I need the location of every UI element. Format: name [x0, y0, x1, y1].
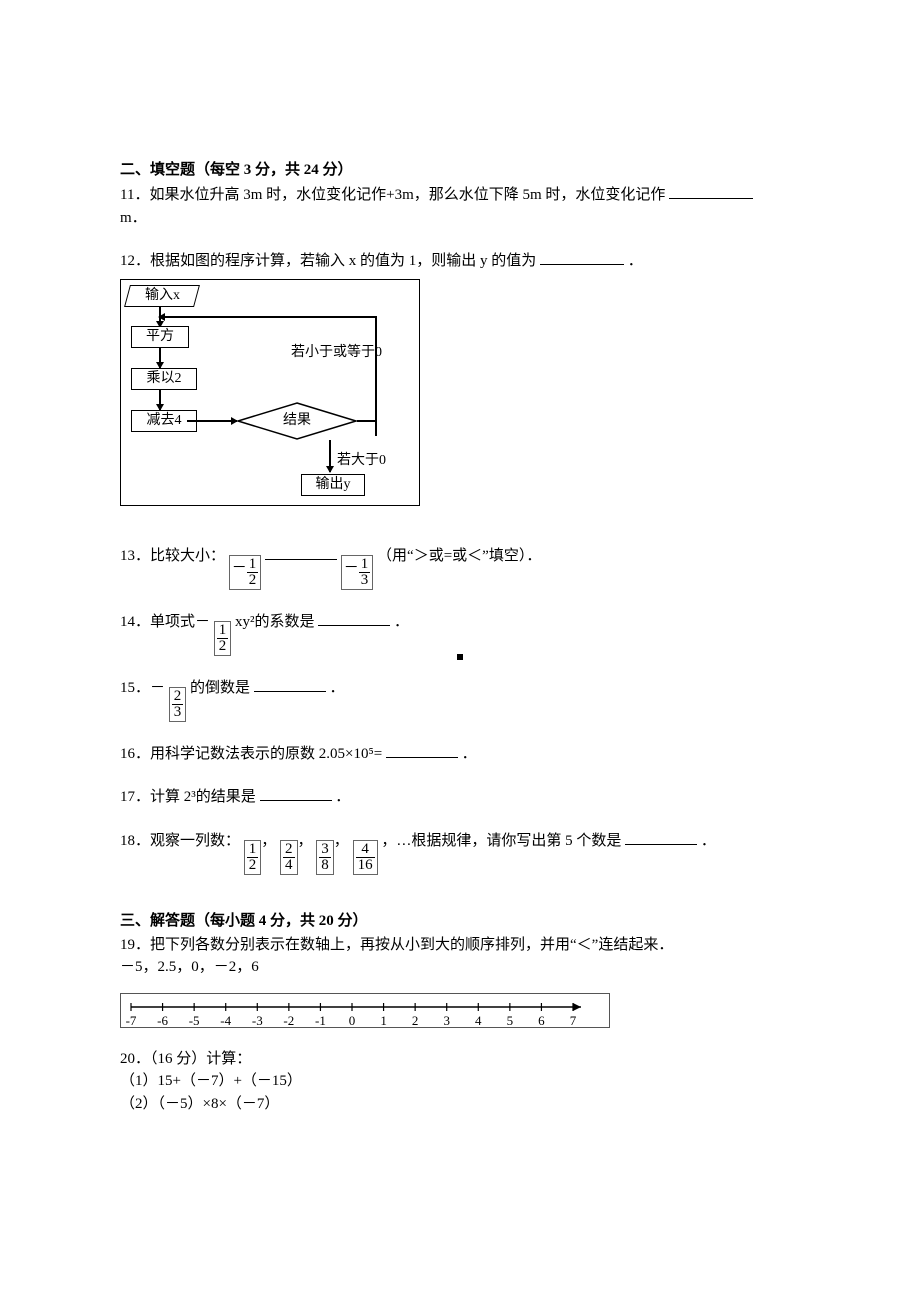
- q18-f2: 24: [280, 840, 298, 875]
- q13-blank[interactable]: [265, 544, 337, 560]
- section-2-title: 二、填空题（每空 3 分，共 24 分）: [120, 158, 800, 179]
- q13-tail: （用“＞或=或＜”填空）．: [377, 548, 541, 564]
- numberline-box: -7 -6 -5 -4 -3 -2 -1 0 1 2 3 4 5 6 7: [120, 993, 610, 1028]
- fc-input-box: 输入x: [124, 285, 200, 307]
- q18-blank[interactable]: [625, 829, 697, 845]
- svg-text:6: 6: [538, 1013, 545, 1027]
- q15-tail: ．: [330, 680, 345, 696]
- flowchart: 输入x 平方 乘以2 减去4 结果: [120, 279, 420, 506]
- q12-blank[interactable]: [540, 249, 624, 265]
- q20: 20．（16 分）计算： （1）15+（－7）+（－15） （2）（－5）×8×…: [120, 1048, 800, 1116]
- q11-text: 11．如果水位升高 3m 时，水位变化记作+3m，那么水位下降 5m 时，水位变…: [120, 187, 665, 203]
- exam-page: 二、填空题（每空 3 分，共 24 分） 11．如果水位升高 3m 时，水位变化…: [0, 0, 920, 1302]
- fc-cond-le: 若小于或等于0: [291, 342, 382, 363]
- fc-diamond-label: 结果: [237, 402, 357, 440]
- fc-input-label: 输入x: [145, 288, 180, 304]
- q17: 17．计算 2³的结果是 ．: [120, 785, 800, 809]
- fc-line-feedback-h: [159, 316, 377, 318]
- q19: 19．把下列各数分别表示在数轴上，再按从小到大的顺序排列，并用“＜”连结起来． …: [120, 934, 800, 1028]
- q13-lhs: －12: [229, 555, 262, 590]
- q19-line2: －5，2.5，0，－2，6: [120, 956, 800, 979]
- q17-blank[interactable]: [260, 785, 332, 801]
- q11-blank[interactable]: [669, 183, 753, 199]
- svg-text:2: 2: [412, 1013, 419, 1027]
- q16-tail: ．: [462, 746, 477, 762]
- svg-text:-1: -1: [315, 1013, 326, 1027]
- q15-lead: 15．－: [120, 680, 165, 696]
- q12: 12．根据如图的程序计算，若输入 x 的值为 1，则输出 y 的值为 ． 输入x…: [120, 249, 800, 506]
- fc-step2: 乘以2: [131, 368, 197, 390]
- fc-line-right: [357, 420, 377, 422]
- center-dot: [457, 654, 463, 660]
- q16: 16．用科学记数法表示的原数 2.05×10⁵= ．: [120, 742, 800, 766]
- numberline-svg: -7 -6 -5 -4 -3 -2 -1 0 1 2 3 4 5 6 7: [125, 997, 595, 1027]
- svg-text:7: 7: [570, 1013, 577, 1027]
- svg-text:3: 3: [443, 1013, 450, 1027]
- q16-text: 16．用科学记数法表示的原数 2.05×10⁵=: [120, 746, 382, 762]
- fc-line-2: [159, 390, 161, 410]
- q13-rhs: －13: [341, 555, 374, 590]
- q15-frac: 23: [169, 687, 187, 722]
- q16-blank[interactable]: [386, 742, 458, 758]
- fc-diamond: 结果: [237, 402, 357, 440]
- fc-arrow-feedback: [159, 316, 169, 318]
- q18-f3: 38: [316, 840, 334, 875]
- q12-text: 12．根据如图的程序计算，若输入 x 的值为 1，则输出 y 的值为: [120, 253, 536, 269]
- q20-head: 20．（16 分）计算：: [120, 1048, 800, 1071]
- fc-line-3: [187, 420, 237, 422]
- q20-a: （1）15+（－7）+（－15）: [120, 1070, 800, 1093]
- svg-text:4: 4: [475, 1013, 482, 1027]
- q18-f4: 416: [353, 840, 378, 875]
- fc-step1: 平方: [131, 326, 189, 348]
- q15-mid: 的倒数是: [190, 680, 250, 696]
- svg-text:5: 5: [507, 1013, 514, 1027]
- q13-lead: 13．比较大小：: [120, 548, 225, 564]
- q14-blank[interactable]: [318, 610, 390, 626]
- q17-text: 17．计算 2³的结果是: [120, 789, 256, 805]
- q14-lead: 14．单项式－: [120, 614, 210, 630]
- q17-tail: ．: [335, 789, 350, 805]
- svg-text:-4: -4: [220, 1013, 231, 1027]
- q19-line1: 19．把下列各数分别表示在数轴上，再按从小到大的顺序排列，并用“＜”连结起来．: [120, 934, 800, 957]
- q13: 13．比较大小： －12 －13 （用“＞或=或＜”填空）．: [120, 544, 800, 590]
- q14-poly: xy²的系数是: [235, 614, 315, 630]
- fc-output: 输出y: [301, 474, 365, 496]
- q11: 11．如果水位升高 3m 时，水位变化记作+3m，那么水位下降 5m 时，水位变…: [120, 183, 800, 229]
- fc-cond-gt: 若大于0: [337, 450, 386, 471]
- section-3-title: 三、解答题（每小题 4 分，共 20 分）: [120, 909, 800, 930]
- q18-f1: 12: [244, 840, 262, 875]
- svg-text:-2: -2: [283, 1013, 294, 1027]
- fc-line-feedback-v: [375, 316, 377, 436]
- q18: 18．观察一列数： 12， 24， 38， 416 ，…根据规律，请你写出第 5…: [120, 829, 800, 875]
- svg-text:0: 0: [349, 1013, 356, 1027]
- q18-lead: 18．观察一列数：: [120, 833, 240, 849]
- svg-text:-7: -7: [126, 1013, 137, 1027]
- q14: 14．单项式－ 12 xy²的系数是 ．: [120, 610, 800, 656]
- svg-text:1: 1: [380, 1013, 387, 1027]
- svg-text:-3: -3: [252, 1013, 263, 1027]
- q14-tail: ．: [394, 614, 409, 630]
- q11-unit: m．: [120, 210, 147, 226]
- q18-tail: ．: [701, 833, 716, 849]
- q15-blank[interactable]: [254, 676, 326, 692]
- svg-text:-5: -5: [189, 1013, 200, 1027]
- q18-mid: ，…根据规律，请你写出第 5 个数是: [381, 833, 621, 849]
- svg-text:-6: -6: [157, 1013, 168, 1027]
- q14-frac: 12: [214, 621, 232, 656]
- q12-tail: ．: [628, 253, 643, 269]
- fc-line-1: [159, 348, 161, 368]
- q20-b: （2）（－5）×8×（－7）: [120, 1093, 800, 1116]
- fc-line-down: [329, 440, 331, 472]
- q15: 15．－ 23 的倒数是 ．: [120, 676, 800, 722]
